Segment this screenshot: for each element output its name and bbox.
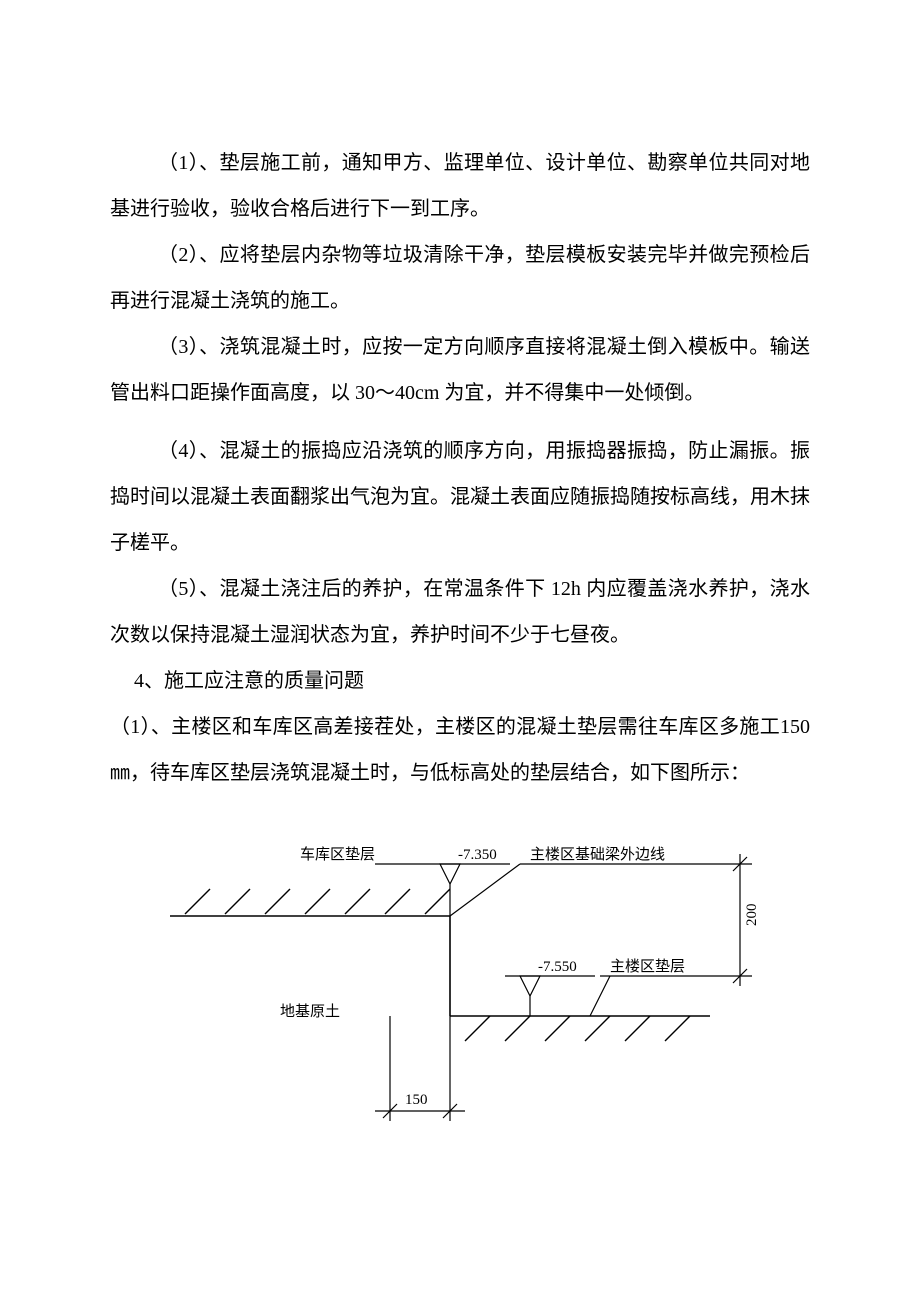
paragraph-6: 4、施工应注意的质量问题 xyxy=(110,658,810,704)
spacer xyxy=(110,416,810,428)
paragraph-4: （4）、混凝土的振捣应沿浇筑的顺序方向，用振捣器振捣，防止漏振。振捣时间以混凝土… xyxy=(110,428,810,566)
document-page: （1）、垫层施工前，通知甲方、监理单位、设计单位、勘察单位共同对地基进行验收，验… xyxy=(0,0,920,1256)
cross-section-diagram: -7.350 车库区垫层 主楼区基础梁外边线 -7.550 主楼区垫层 地基原土 xyxy=(150,836,770,1176)
paragraph-3: （3）、浇筑混凝土时，应按一定方向顺序直接将混凝土倒入模板中。输送管出料口距操作… xyxy=(110,324,810,416)
dim-horizontal: 150 xyxy=(405,1092,428,1108)
diagram-container: -7.350 车库区垫层 主楼区基础梁外边线 -7.550 主楼区垫层 地基原土 xyxy=(110,836,810,1176)
label-garage-layer: 车库区垫层 xyxy=(300,846,375,863)
paragraph-5: （5）、混凝土浇注后的养护，在常温条件下 12h 内应覆盖浇水养护，浇水次数以保… xyxy=(110,566,810,658)
paragraph-1: （1）、垫层施工前，通知甲方、监理单位、设计单位、勘察单位共同对地基进行验收，验… xyxy=(110,140,810,232)
elevation-bottom: -7.550 xyxy=(538,959,577,975)
label-main-beam-edge: 主楼区基础梁外边线 xyxy=(530,846,665,863)
dim-vertical: 200 xyxy=(744,904,760,927)
paragraph-2: （2）、应将垫层内杂物等垃圾清除干净，垫层模板安装完毕并做完预检后再进行混凝土浇… xyxy=(110,232,810,324)
label-main-layer: 主楼区垫层 xyxy=(610,958,685,975)
label-ground: 地基原土 xyxy=(280,1003,340,1020)
paragraph-7: （1）、主楼区和车库区高差接茬处，主楼区的混凝土垫层需往车库区多施工150㎜，待… xyxy=(110,704,810,796)
elevation-top: -7.350 xyxy=(458,847,497,863)
